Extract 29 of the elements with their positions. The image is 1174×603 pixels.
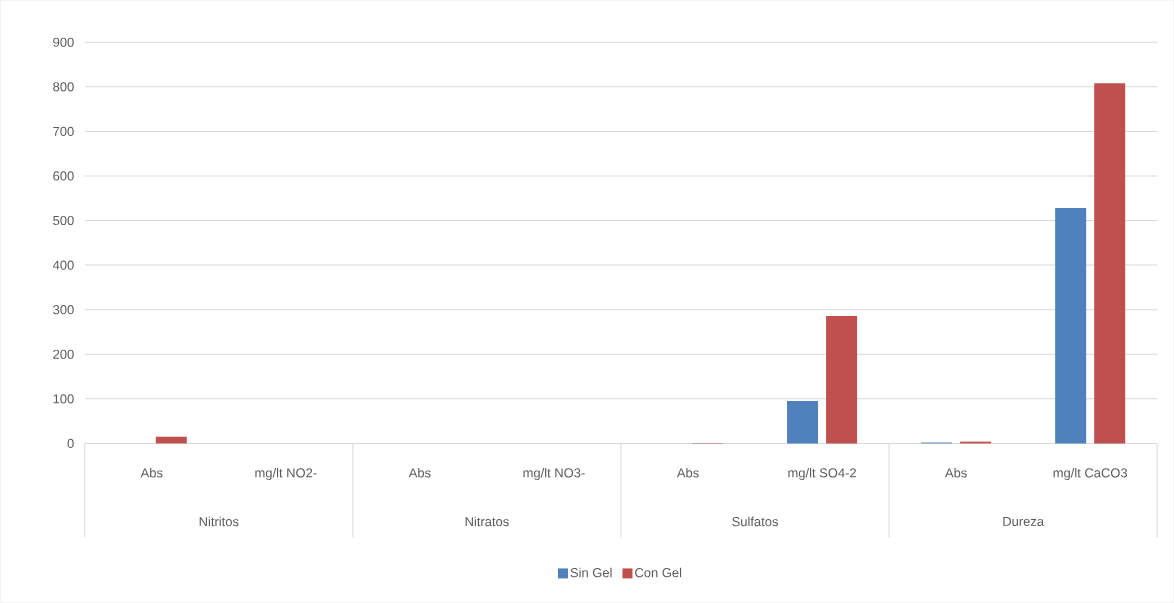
y-tick-label: 400 — [52, 260, 74, 270]
x-tick-label: Abs — [140, 468, 163, 478]
y-tick-label: 800 — [53, 82, 74, 92]
x-tick-label: mg/lt CaCO3 — [1053, 468, 1128, 481]
legend-label: Con Gel — [635, 567, 682, 578]
text: Nitratos — [465, 516, 509, 527]
y-tick-label: 300 — [53, 305, 74, 315]
bar — [155, 436, 187, 444]
text: Dureza — [1003, 517, 1045, 527]
bar — [1055, 208, 1087, 444]
legend-label: Sin Gel — [570, 567, 612, 578]
x-tick-label: mg/lt NO3- — [523, 468, 585, 481]
x-tick-label: mg/lt SO4-2 — [788, 468, 856, 481]
x-tick-label: Abs — [408, 468, 431, 478]
bar — [826, 316, 858, 444]
x-tick-label: mg/lt NO2- — [255, 468, 317, 481]
y-tick-label: 0 — [67, 438, 74, 449]
y-tick-label: 200 — [53, 349, 74, 359]
y-tick-label: 700 — [53, 126, 74, 137]
x-tick-label: Abs — [676, 468, 699, 478]
y-tick-label: 900 — [53, 37, 74, 47]
text: Nitritos — [199, 516, 239, 527]
x-tick-label: Abs — [944, 468, 967, 478]
bar — [1094, 83, 1126, 444]
y-tick-label: 500 — [53, 216, 74, 226]
y-tick-label: 100 — [53, 394, 74, 404]
y-tick-label: 600 — [53, 171, 74, 181]
bar — [787, 401, 819, 444]
text: Sulfatos — [732, 516, 778, 527]
